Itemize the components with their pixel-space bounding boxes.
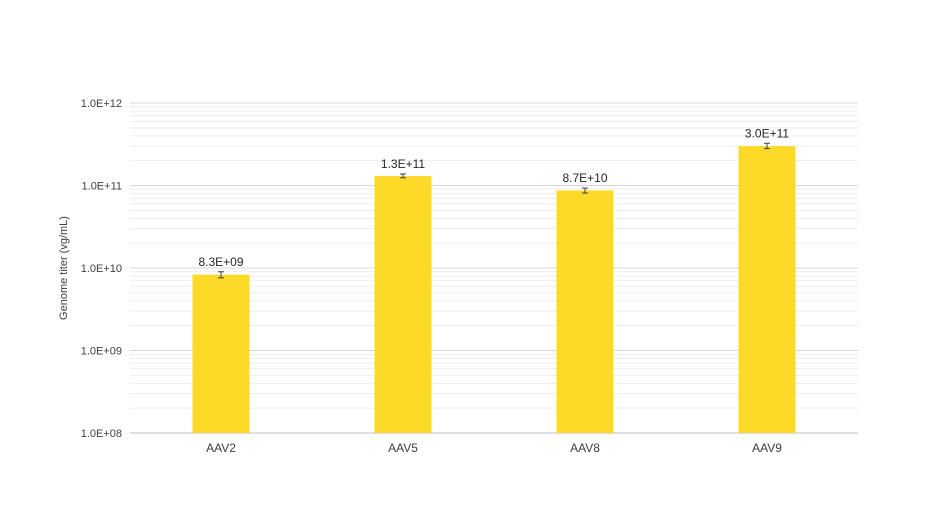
x-category-label: AAV5 [388, 441, 418, 455]
bar-aav5 [374, 176, 432, 433]
bars [192, 146, 796, 433]
gridlines [130, 102, 858, 409]
bar-aav8 [556, 190, 614, 433]
y-tick-label: 1.0E+11 [82, 181, 122, 193]
data-label: 3.0E+11 [745, 126, 789, 140]
bar-aav2 [192, 274, 250, 433]
data-labels: 8.3E+09 1.3E+11 8.7E+10 3.0E+11 [198, 126, 789, 269]
y-tick-label: 1.0E+10 [81, 263, 122, 275]
x-category-label: AAV9 [752, 441, 782, 455]
data-label: 8.7E+10 [562, 171, 607, 185]
y-axis-ticks: 1.0E+08 1.0E+09 1.0E+10 1.0E+11 1.0E+12 [81, 98, 122, 440]
error-bars [218, 142, 770, 279]
y-tick-label: 1.0E+12 [81, 98, 122, 110]
x-category-label: AAV2 [206, 441, 236, 455]
bar-aav9 [738, 146, 796, 433]
data-label: 8.3E+09 [198, 255, 243, 269]
x-axis-categories: AAV2 AAV5 AAV8 AAV9 [206, 441, 782, 455]
data-label: 1.3E+11 [381, 157, 425, 171]
x-category-label: AAV8 [570, 441, 600, 455]
y-axis-label: Genome titer (vg/mL) [58, 216, 70, 320]
y-tick-label: 1.0E+08 [81, 428, 122, 440]
y-tick-label: 1.0E+09 [81, 346, 122, 358]
